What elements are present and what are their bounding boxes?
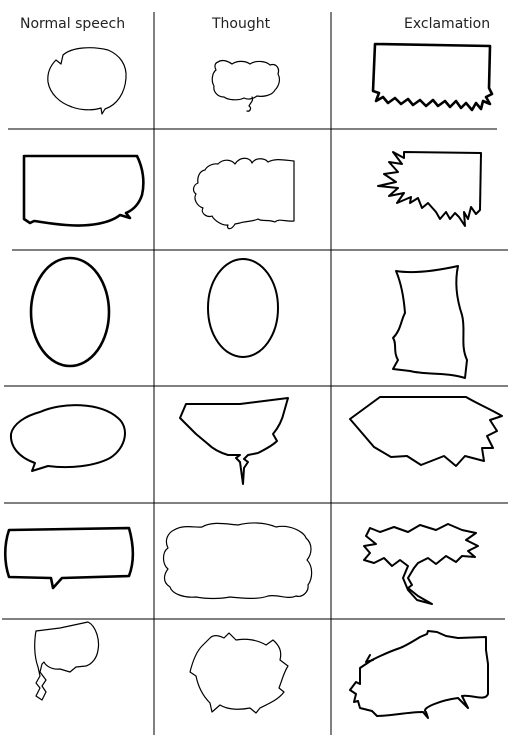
thought-bubble-icon <box>211 59 281 112</box>
speech-bubble-icon <box>47 47 127 115</box>
speech-bubble-icon <box>34 621 100 701</box>
thought-bubble-icon <box>192 157 295 230</box>
exclamation-bubble-icon <box>377 151 482 227</box>
column-header-normal-speech: Normal speech <box>20 16 126 32</box>
thought-bubble-icon <box>207 258 279 358</box>
exclamation-bubble-icon <box>349 630 489 719</box>
thought-bubble-icon <box>179 397 289 485</box>
speech-bubble-icon <box>29 256 111 368</box>
grid-lines <box>2 12 508 735</box>
exclamation-bubble-icon <box>363 523 479 605</box>
column-header-thought: Thought <box>212 16 271 32</box>
exclamation-bubble-icon <box>371 42 494 112</box>
exclamation-bubble-icon <box>349 396 503 467</box>
exclamation-bubble-icon <box>392 265 468 379</box>
speech-bubble-icon <box>3 526 135 590</box>
thought-bubble-icon <box>189 632 289 714</box>
column-header-exclamation: Exclamation <box>404 16 491 32</box>
thought-bubble-icon <box>162 522 313 600</box>
speech-bubble-icon <box>9 404 126 472</box>
speech-bubble-icon <box>22 154 145 227</box>
